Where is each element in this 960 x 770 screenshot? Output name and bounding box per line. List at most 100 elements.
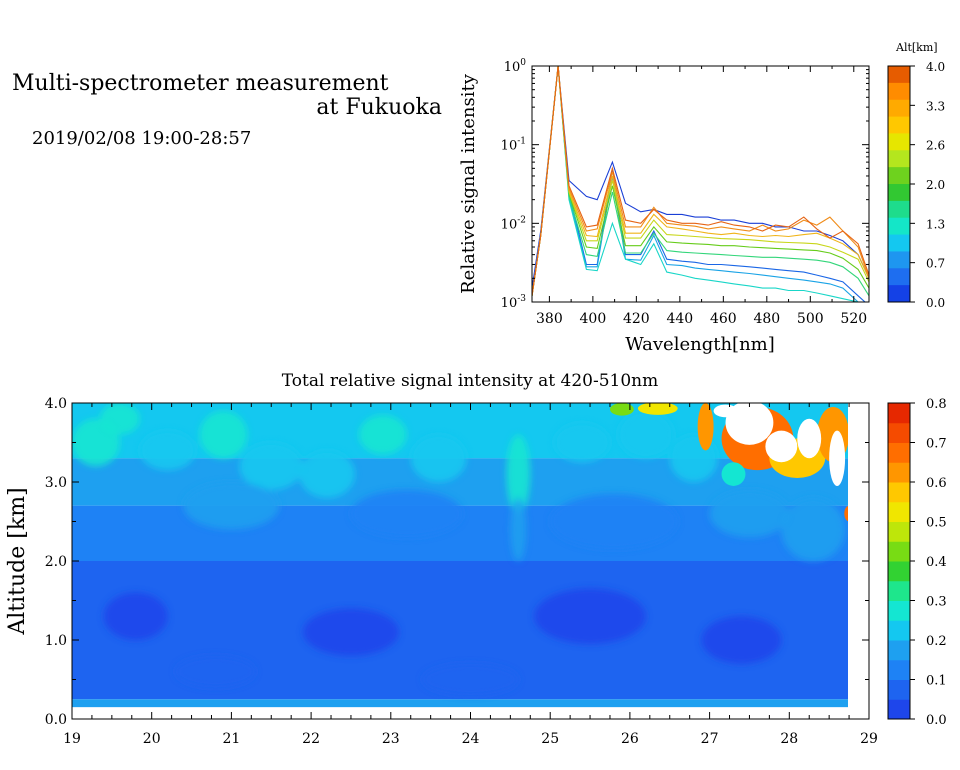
spectrum-x-tick-label: 500 <box>797 311 824 327</box>
heatmap-patch <box>506 434 531 514</box>
spectrum-frame <box>531 65 870 303</box>
title-line-1: Multi-spectrometer measurement <box>12 71 389 96</box>
heatmap-x-tick-label: 22 <box>302 731 320 747</box>
altitude-colorbar-cell <box>888 268 910 286</box>
spectrum-x-tick-label: 440 <box>666 311 693 327</box>
heatmap-patch <box>781 497 846 561</box>
intensity-colorbar-cell <box>888 403 910 424</box>
heatmap-patch <box>239 442 304 490</box>
altitude-colorbar-tick-label: 4.0 <box>926 60 945 74</box>
spectrum-plot: 380 400 420 440 460 480 500 52010-310-210-1100 … <box>458 58 870 355</box>
altitude-colorbar-tick-label: 3.3 <box>926 99 945 113</box>
intensity-colorbar-cell <box>888 679 910 700</box>
spectrum-x-tick-label: 520 <box>840 311 867 327</box>
heatmap-x-tick-label: 29 <box>860 731 878 747</box>
intensity-colorbar-cell <box>888 521 910 542</box>
spectrum-series-line <box>532 66 869 296</box>
heatmap-patch <box>139 430 196 471</box>
intensity-colorbar-cell <box>888 561 910 582</box>
altitude-colorbar: Alt[km] 4.0 3.3 2.6 2.0 1.3 0.7 0.0 <box>887 41 945 310</box>
heatmap-x-tick-label: 21 <box>222 731 240 747</box>
spectrum-y-tick-label: 10-3 <box>501 294 527 311</box>
heatmap-patch <box>299 450 355 498</box>
intensity-colorbar-cell <box>888 659 910 680</box>
intensity-colorbar-tick-label: 0.4 <box>926 555 947 570</box>
altitude-colorbar-cell <box>888 66 910 84</box>
intensity-colorbar-cell <box>888 620 910 641</box>
heatmap-patch <box>175 655 256 688</box>
altitude-colorbar-tick-label: 2.6 <box>926 139 945 153</box>
intensity-colorbar-cell <box>888 580 910 601</box>
spectrum-x-tick-label: 400 <box>580 311 607 327</box>
heatmap-x-tick-label: 23 <box>382 731 400 747</box>
altitude-colorbar-cell <box>888 285 910 303</box>
spectrum-x-tick-label: 420 <box>623 311 650 327</box>
intensity-colorbar-cell <box>888 442 910 463</box>
heatmap-y-tick-label: 4.0 <box>45 396 67 412</box>
intensity-colorbar: 0.0 0.1 0.2 0.3 0.4 0.5 0.6 0.7 0.8 <box>887 397 947 728</box>
intensity-colorbar-cell <box>888 462 910 483</box>
intensity-colorbar-tick-label: 0.7 <box>926 437 947 452</box>
spectrum-series-line <box>532 66 869 296</box>
heatmap-patch <box>709 489 790 538</box>
intensity-colorbar-cell <box>888 422 910 443</box>
spectrum-series-line <box>532 66 869 297</box>
altitude-heatmap: Total relative signal intensity at 420-5… <box>5 371 878 747</box>
intensity-colorbar-tick-label: 0.0 <box>926 713 947 728</box>
heatmap-x-tick-label: 24 <box>462 731 480 747</box>
date-range: 2019/02/08 19:00-28:57 <box>32 128 252 149</box>
intensity-colorbar-cell <box>888 640 910 661</box>
spectrum-series-line <box>532 66 869 296</box>
intensity-colorbar-cell <box>888 699 910 720</box>
intensity-colorbar-tick-label: 0.5 <box>926 516 947 531</box>
heatmap-patch <box>550 493 678 550</box>
altitude-colorbar-cell <box>888 167 910 185</box>
heatmap-patch <box>410 434 467 482</box>
heatmap-y-tick-label: 2.0 <box>45 554 67 570</box>
heatmap-patch <box>350 489 463 538</box>
intensity-colorbar-tick-label: 0.3 <box>926 595 947 610</box>
saturated-region <box>725 403 774 445</box>
altitude-colorbar-cell <box>888 217 910 236</box>
spectrum-series-line <box>532 66 869 296</box>
altitude-colorbar-cell <box>888 200 910 219</box>
heatmap-patch <box>99 403 140 435</box>
altitude-colorbar-cell <box>888 82 910 101</box>
heatmap-y-tick-label: 3.0 <box>45 475 67 491</box>
heatmap-x-tick-label: 26 <box>621 731 639 747</box>
heatmap-band <box>72 699 854 708</box>
altitude-colorbar-tick-label: 0.7 <box>926 257 945 271</box>
spectrum-series-line <box>532 66 869 296</box>
heatmap-patch <box>701 616 782 664</box>
intensity-colorbar-cell <box>888 541 910 562</box>
heatmap-y-label: Altitude [km] <box>5 487 30 635</box>
intensity-colorbar-tick-label: 0.2 <box>926 634 947 649</box>
heatmap-x-tick-label: 20 <box>143 731 161 747</box>
heatmap-patch <box>617 410 674 459</box>
heatmap-patch <box>534 588 646 644</box>
altitude-colorbar-cell <box>888 234 910 252</box>
intensity-colorbar-tick-label: 0.6 <box>926 476 947 491</box>
altitude-colorbar-tick-label: 0.0 <box>926 296 945 310</box>
spectrum-x-tick-label: 480 <box>753 311 780 327</box>
heatmap-patch <box>183 482 280 530</box>
altitude-colorbar-tick-label: 1.3 <box>926 217 945 231</box>
spectrum-y-label: Relative signal intensity <box>458 73 479 294</box>
heatmap-x-tick-label: 19 <box>63 731 81 747</box>
intensity-colorbar-tick-label: 0.8 <box>926 397 947 412</box>
heatmap-patch <box>199 410 248 459</box>
cloud-signal-patch <box>609 403 634 416</box>
spectrum-y-tick-label: 10-1 <box>501 137 526 154</box>
title-block: Multi-spectrometer measurement at Fukuok… <box>12 71 442 150</box>
spectrum-series-line <box>532 66 869 289</box>
heatmap-x-tick-label: 27 <box>701 731 719 747</box>
altitude-colorbar-tick-label: 2.0 <box>926 178 945 192</box>
altitude-colorbar-label: Alt[km] <box>895 41 938 54</box>
intensity-colorbar-cell <box>888 482 910 503</box>
heatmap-x-tick-label: 28 <box>780 731 798 747</box>
cloud-signal-patch <box>721 462 746 486</box>
intensity-colorbar-cell <box>888 600 910 621</box>
heatmap-patch <box>303 608 399 656</box>
saturated-region <box>713 404 738 418</box>
